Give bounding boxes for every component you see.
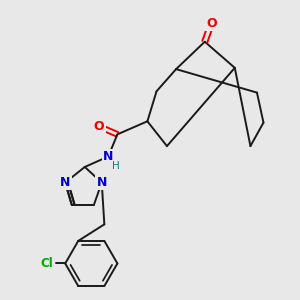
Text: N: N [97, 176, 107, 189]
Text: H: H [112, 161, 120, 171]
Text: N: N [60, 176, 70, 189]
Text: Cl: Cl [40, 257, 53, 270]
Text: N: N [103, 150, 113, 163]
Text: O: O [94, 120, 104, 133]
Text: O: O [206, 17, 217, 30]
